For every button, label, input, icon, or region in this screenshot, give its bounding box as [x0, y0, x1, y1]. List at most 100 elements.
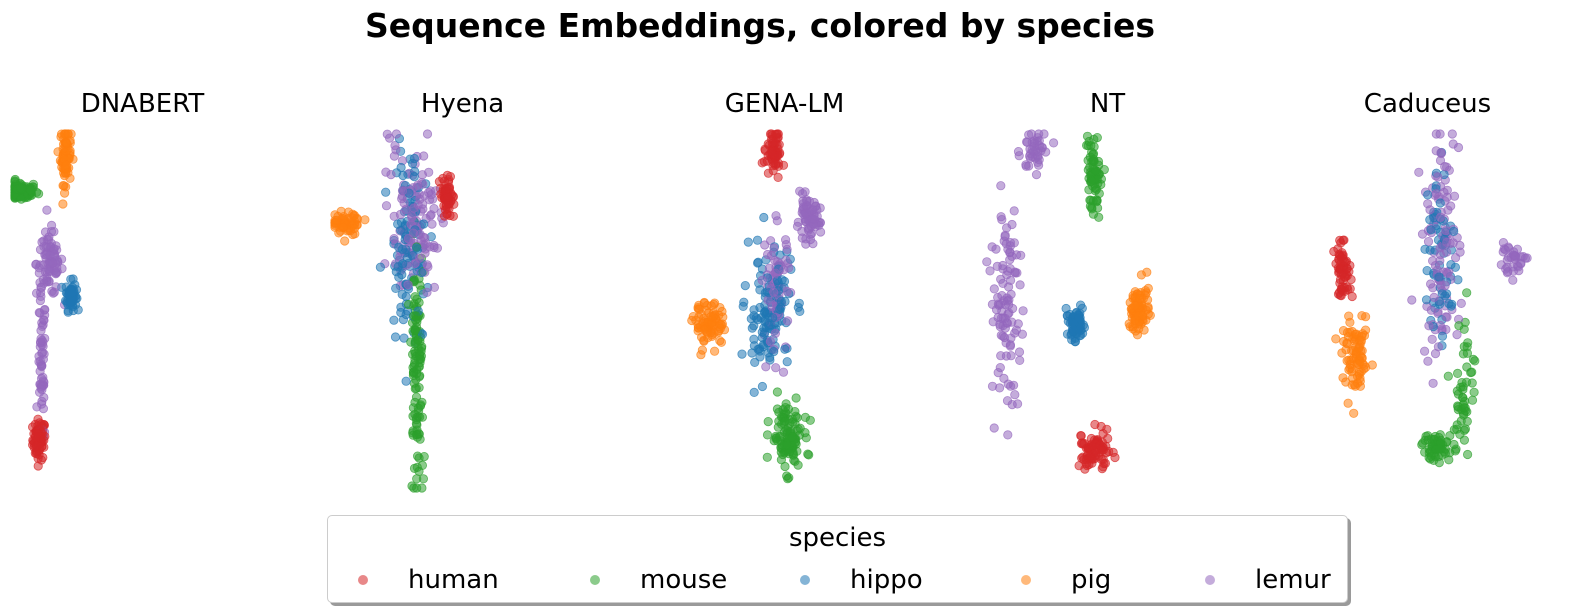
- point-hippo: [391, 283, 401, 293]
- point-lemur: [1508, 275, 1518, 285]
- point-hippo: [757, 327, 767, 337]
- point-pig: [699, 324, 710, 334]
- point-lemur: [1014, 347, 1025, 357]
- point-pig: [694, 304, 704, 314]
- point-lemur: [391, 129, 401, 139]
- point-lemur: [1447, 129, 1457, 139]
- point-mouse: [16, 194, 26, 204]
- point-human: [1084, 459, 1094, 470]
- point-lemur: [1420, 346, 1430, 356]
- point-human: [444, 184, 454, 194]
- point-mouse: [26, 185, 36, 195]
- point-lemur: [1000, 230, 1010, 240]
- point-lemur: [31, 259, 41, 270]
- point-human: [438, 173, 448, 184]
- point-lemur: [1424, 321, 1434, 331]
- point-lemur: [382, 129, 392, 139]
- point-lemur: [778, 367, 789, 377]
- point-mouse: [778, 404, 788, 415]
- point-human: [34, 418, 45, 428]
- point-lemur: [1003, 430, 1013, 440]
- species-legend: species human mouse hippo pig lemur: [327, 515, 1348, 603]
- point-lemur: [1427, 334, 1437, 344]
- point-lemur: [996, 351, 1006, 361]
- point-lemur: [1516, 252, 1526, 262]
- legend-marker-mouse: [590, 575, 600, 585]
- point-lemur: [1442, 312, 1452, 322]
- point-hippo: [759, 212, 769, 223]
- point-hippo: [1437, 331, 1448, 341]
- point-pig: [1355, 351, 1365, 361]
- point-human: [771, 129, 782, 139]
- point-pig: [63, 129, 73, 139]
- point-hippo: [753, 315, 763, 325]
- point-lemur: [1012, 399, 1023, 409]
- point-pig: [1347, 367, 1357, 377]
- point-mouse: [1462, 362, 1472, 372]
- point-hippo: [769, 346, 779, 357]
- legend-marker-pig: [1021, 575, 1031, 585]
- point-lemur: [1423, 237, 1434, 247]
- point-hippo: [1446, 260, 1456, 270]
- point-pig: [709, 346, 720, 356]
- point-mouse: [803, 449, 813, 459]
- point-lemur: [987, 299, 998, 309]
- legend-title: species: [788, 523, 887, 553]
- point-lemur: [39, 392, 49, 403]
- point-lemur: [1431, 189, 1441, 199]
- point-mouse: [414, 382, 424, 393]
- point-pig: [1348, 345, 1358, 355]
- point-human: [773, 172, 783, 182]
- point-hippo: [1425, 245, 1435, 255]
- point-lemur: [1015, 355, 1025, 365]
- point-hippo: [1074, 313, 1084, 324]
- subplot-nt: NT: [982, 89, 1155, 474]
- point-lemur: [1012, 268, 1022, 278]
- point-lemur: [1440, 161, 1450, 172]
- point-hippo: [397, 244, 408, 254]
- legend-items: human mouse hippo pig lemur: [328, 562, 1347, 598]
- point-lemur: [782, 316, 793, 326]
- point-lemur: [757, 275, 767, 285]
- point-lemur: [1441, 226, 1451, 236]
- point-lemur: [764, 263, 775, 273]
- point-lemur: [1037, 142, 1047, 152]
- point-hippo: [63, 307, 73, 317]
- point-lemur: [37, 335, 47, 345]
- point-pig: [696, 350, 706, 360]
- point-hippo: [768, 313, 778, 323]
- point-lemur: [1414, 167, 1424, 177]
- point-mouse: [1467, 395, 1478, 405]
- point-pig: [1136, 270, 1147, 280]
- point-hippo: [755, 302, 765, 313]
- point-mouse: [778, 449, 788, 460]
- point-mouse: [412, 483, 422, 493]
- point-human: [1097, 437, 1108, 447]
- point-lemur: [408, 228, 418, 238]
- point-pig: [1357, 311, 1367, 321]
- point-lemur: [997, 215, 1007, 225]
- point-lemur: [421, 239, 431, 249]
- point-lemur: [807, 214, 817, 224]
- point-lemur: [770, 268, 781, 278]
- subplot-hyena: Hyena: [330, 89, 504, 493]
- point-lemur: [1433, 342, 1444, 352]
- point-lemur: [1003, 296, 1013, 306]
- point-mouse: [1468, 354, 1479, 364]
- point-mouse: [410, 325, 420, 335]
- point-hippo: [749, 334, 759, 344]
- point-mouse: [1435, 430, 1445, 440]
- point-lemur: [42, 205, 52, 215]
- point-hippo: [1426, 225, 1436, 235]
- point-lemur: [38, 354, 49, 364]
- point-mouse: [410, 339, 420, 349]
- legend-label-hippo: hippo: [850, 565, 923, 595]
- point-hippo: [1061, 303, 1071, 314]
- point-lemur: [1031, 170, 1042, 180]
- point-lemur: [1024, 161, 1034, 171]
- point-mouse: [1455, 429, 1465, 439]
- point-lemur: [1013, 147, 1024, 157]
- point-hippo: [1067, 335, 1077, 345]
- point-hippo: [747, 348, 757, 358]
